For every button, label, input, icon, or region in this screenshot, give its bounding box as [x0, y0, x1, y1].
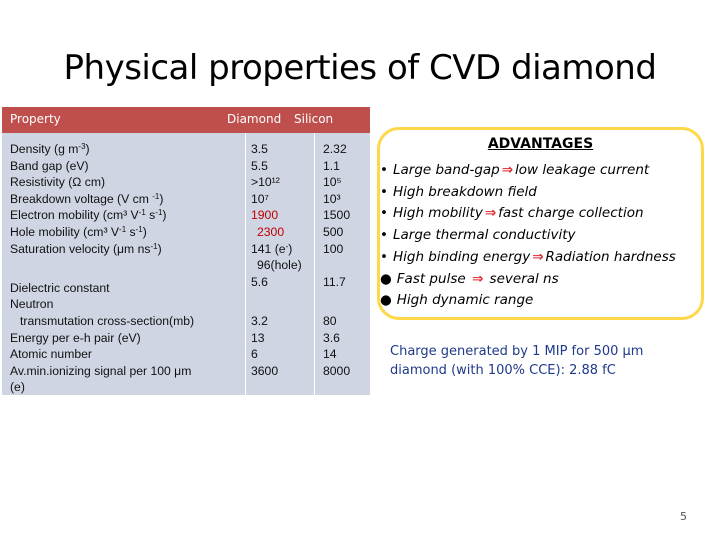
- advantages-box: ADVANTAGES • Large band-gap ⇒ low leakage c…: [377, 127, 704, 320]
- advantage-item: • High binding energy ⇒ Radiation hardness: [380, 247, 676, 269]
- property-cell: Band gap (eV): [10, 158, 89, 173]
- silicon-cell: 100: [323, 241, 344, 256]
- header-silicon: Silicon: [294, 112, 334, 126]
- advantages-list: • Large band-gap ⇒ low leakage current • High…: [380, 160, 676, 312]
- silicon-cell: 1500: [323, 208, 351, 223]
- bullet-icon: •: [380, 183, 388, 200]
- diamond-cell: 6: [251, 347, 258, 362]
- bullet-icon: •: [380, 248, 388, 265]
- diamond-cell: 2300: [257, 224, 285, 239]
- advantage-text: High mobility: [392, 205, 483, 222]
- property-cell: Energy per e-h pair (eV): [10, 330, 141, 345]
- column-divider: [245, 133, 246, 395]
- diamond-cell: 3.2: [251, 313, 268, 328]
- silicon-column: 2.32 1.1 10⁵ 10³ 1500 500 100 11.7 80 3.…: [323, 141, 350, 379]
- diamond-cell: 5.6: [251, 274, 268, 289]
- silicon-cell: 80: [323, 313, 337, 328]
- bullet-icon: ●: [380, 270, 392, 287]
- property-column: Density (g m-3) Band gap (eV) Resistivit…: [10, 141, 194, 396]
- bullet-icon: ●: [380, 292, 392, 309]
- bullet-icon: •: [380, 227, 388, 244]
- column-divider: [314, 133, 315, 395]
- advantage-item: • Large thermal conductivity: [380, 225, 676, 247]
- property-cell: transmutation cross-section(mb): [20, 313, 195, 328]
- property-cell: (e): [10, 380, 25, 395]
- bullet-icon: •: [380, 162, 388, 178]
- arrow-icon: ⇒: [471, 270, 484, 287]
- header-diamond: Diamond: [227, 112, 282, 126]
- diamond-cell: 13: [251, 330, 265, 345]
- silicon-cell: 2.32: [323, 142, 347, 156]
- silicon-cell: 3.6: [323, 330, 340, 345]
- table-header: Property Diamond Silicon: [2, 107, 370, 133]
- advantage-item: • High mobility ⇒ fast charge collection: [380, 203, 676, 225]
- diamond-column: 3.5 5.5 >10¹² 10⁷ 1900 2300 141 (e-) 96(…: [251, 141, 302, 379]
- advantage-text: Large band-gap: [392, 162, 500, 178]
- arrow-icon: ⇒: [532, 248, 544, 265]
- advantage-item: • High breakdown field: [380, 182, 676, 204]
- advantage-text: Fast pulse: [396, 270, 470, 287]
- property-cell: [10, 257, 194, 274]
- diamond-cell: >10¹²: [251, 175, 280, 190]
- silicon-cell: 500: [323, 224, 344, 239]
- silicon-cell: [323, 290, 350, 307]
- silicon-cell: [323, 257, 350, 274]
- property-cell: Breakdown voltage (V cm -1): [10, 191, 164, 206]
- advantage-text: High dynamic range: [396, 292, 534, 309]
- silicon-cell: 1.1: [323, 158, 340, 173]
- advantage-result: low leakage current: [515, 162, 650, 178]
- property-cell: Hole mobility (cm³ V-1 s-1): [10, 224, 147, 239]
- properties-table: Density (g m-3) Band gap (eV) Resistivit…: [2, 133, 370, 395]
- diamond-cell: 5.5: [251, 158, 268, 173]
- advantage-result: fast charge collection: [498, 205, 644, 222]
- page-number: 5: [680, 510, 687, 523]
- slide-title: Physical properties of CVD diamond: [63, 48, 657, 88]
- property-cell: Density (g m-3): [10, 142, 90, 156]
- bullet-icon: •: [380, 205, 388, 222]
- charge-note-line: Charge generated by 1 MIP for 500 μm: [390, 344, 644, 359]
- advantage-result: several ns: [485, 270, 559, 287]
- charge-note-line: diamond (with 100% CCE): 2.88 fC: [390, 363, 616, 378]
- property-cell: Saturation velocity (μm ns-1): [10, 241, 162, 256]
- property-cell: Av.min.ionizing signal per 100 μm: [10, 363, 192, 378]
- advantage-item: ● Fast pulse ⇒ several ns: [380, 269, 676, 291]
- diamond-cell: 1900: [251, 208, 279, 223]
- advantage-item: • Large band-gap ⇒ low leakage current: [380, 160, 676, 182]
- diamond-cell: 3600: [251, 363, 279, 378]
- header-property: Property: [10, 112, 61, 126]
- silicon-cell: 11.7: [323, 274, 346, 289]
- advantage-result: Radiation hardness: [545, 248, 676, 265]
- advantage-item: ● High dynamic range: [380, 290, 676, 312]
- diamond-cell: 3.5: [251, 142, 268, 156]
- property-cell: Electron mobility (cm³ V-1 s-1): [10, 208, 167, 223]
- silicon-cell: 10³: [323, 191, 341, 206]
- property-cell: Dielectric constant: [10, 280, 110, 295]
- silicon-cell: 14: [323, 347, 337, 362]
- property-cell: Neutron: [10, 297, 54, 312]
- arrow-icon: ⇒: [484, 205, 497, 222]
- diamond-cell: 96(hole): [257, 258, 302, 273]
- diamond-cell: 10⁷: [251, 191, 269, 206]
- advantages-title: ADVANTAGES: [487, 136, 594, 152]
- advantage-text: High binding energy: [392, 248, 531, 265]
- property-cell: Atomic number: [10, 347, 92, 362]
- advantage-text: Large thermal conductivity: [392, 227, 576, 244]
- arrow-icon: ⇒: [501, 162, 514, 178]
- diamond-cell: 141 (e-): [251, 241, 293, 256]
- diamond-cell: [251, 290, 302, 307]
- advantage-text: High breakdown field: [392, 183, 537, 200]
- property-cell: Resistivity (Ω cm): [10, 175, 106, 190]
- silicon-cell: 10⁵: [323, 175, 342, 190]
- silicon-cell: 8000: [323, 363, 351, 378]
- charge-note: Charge generated by 1 MIP for 500 μm dia…: [390, 342, 643, 380]
